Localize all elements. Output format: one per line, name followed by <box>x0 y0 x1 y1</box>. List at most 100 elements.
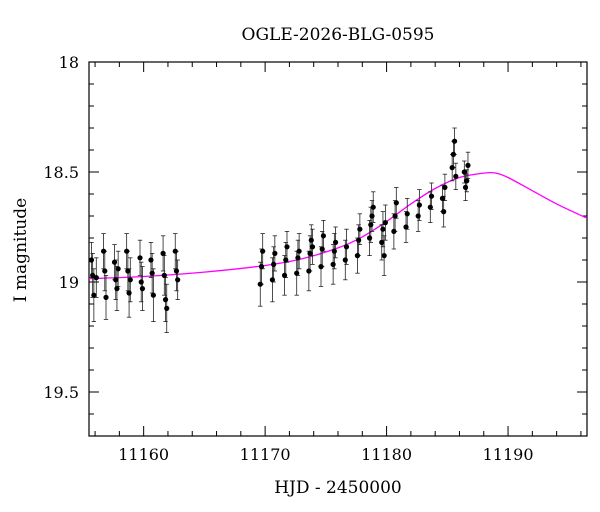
data-point <box>393 200 399 206</box>
plot-frame-rect <box>88 61 588 437</box>
data-point <box>379 239 385 245</box>
model-curve <box>88 171 588 280</box>
data-point <box>295 255 301 261</box>
data-point <box>139 286 146 292</box>
data-point <box>281 272 288 278</box>
data-point <box>100 248 107 254</box>
data-point <box>366 235 373 241</box>
data-point <box>124 248 130 254</box>
data-point <box>257 281 263 287</box>
data-point <box>462 184 469 190</box>
data-point <box>343 244 350 250</box>
data-point <box>309 244 316 250</box>
x-tick-label: 11190 <box>483 445 534 464</box>
data-point <box>114 286 120 292</box>
model-curve-line <box>88 171 588 280</box>
error-bars <box>89 127 471 334</box>
data-point <box>258 264 265 270</box>
data-point <box>427 204 433 210</box>
data-point <box>162 297 169 303</box>
data-point <box>453 173 459 179</box>
y-tick-label: 18.5 <box>43 163 79 182</box>
data-point <box>125 268 131 274</box>
chart-title: OGLE-2026-BLG-0595 <box>242 25 435 45</box>
data-point <box>415 213 421 219</box>
data-point <box>172 248 178 254</box>
y-tick-label: 18 <box>59 53 79 72</box>
data-point <box>403 224 409 230</box>
data-point <box>283 257 289 263</box>
data-point <box>271 261 277 267</box>
data-point <box>369 213 375 219</box>
data-point <box>284 244 290 250</box>
x-axis-label: HJD - 2450000 <box>274 478 402 498</box>
data-point <box>416 202 422 208</box>
data-point <box>442 184 448 190</box>
data-point <box>137 255 143 261</box>
data-point <box>164 305 170 311</box>
data-point <box>160 250 166 256</box>
data-point <box>380 226 386 232</box>
y-tick-labels: 18 18.5 19 19.5 <box>43 53 79 402</box>
data-point <box>392 213 398 219</box>
y-axis-label: I magnitude <box>11 198 31 302</box>
data-point <box>88 257 95 263</box>
axis-ticks <box>89 61 587 437</box>
data-point <box>173 268 180 274</box>
data-point <box>115 266 121 272</box>
data-point <box>382 220 388 226</box>
data-point <box>113 277 119 283</box>
x-tick-label: 11170 <box>240 445 291 464</box>
data-point <box>93 275 99 281</box>
data-point <box>149 270 155 276</box>
data-point <box>391 228 397 234</box>
data-point <box>464 178 470 184</box>
data-point <box>150 292 156 298</box>
data-point <box>320 233 327 239</box>
data-point <box>111 259 118 265</box>
data-point <box>127 277 133 283</box>
data-point <box>175 277 181 283</box>
data-point <box>370 204 376 210</box>
data-point <box>318 264 324 270</box>
data-point <box>354 253 361 259</box>
data-point <box>319 246 325 252</box>
data-point <box>452 138 458 144</box>
x-tick-label: 11180 <box>361 445 412 464</box>
data-point <box>330 261 336 267</box>
data-point <box>428 193 435 199</box>
data-point <box>357 226 363 232</box>
data-point <box>404 211 410 217</box>
data-point <box>307 250 313 256</box>
y-tick-label: 19.5 <box>43 383 79 402</box>
data-point <box>103 294 109 300</box>
data-point <box>308 237 314 243</box>
plot-frame <box>88 61 588 437</box>
data-point <box>296 248 302 254</box>
data-point <box>148 257 154 263</box>
data-point <box>269 277 276 283</box>
data-point <box>449 165 455 171</box>
data-point <box>272 250 278 256</box>
data-point <box>356 237 362 243</box>
data-point <box>368 222 374 228</box>
data-point <box>294 270 300 276</box>
data-point <box>332 239 339 245</box>
x-tick-labels: 11160 11170 11180 11190 <box>118 445 533 464</box>
data-point <box>461 169 467 175</box>
data-point <box>260 248 266 254</box>
data-point <box>465 162 471 168</box>
data-point <box>342 257 348 263</box>
data-point <box>126 290 132 296</box>
data-point <box>102 268 108 274</box>
y-tick-label: 19 <box>59 273 79 292</box>
data-point <box>91 292 97 298</box>
data-point <box>138 279 144 285</box>
data-point <box>306 268 312 274</box>
data-point <box>331 248 337 254</box>
data-points <box>88 138 471 311</box>
data-point <box>439 195 446 201</box>
data-point <box>381 253 387 259</box>
x-tick-label: 11160 <box>118 445 169 464</box>
